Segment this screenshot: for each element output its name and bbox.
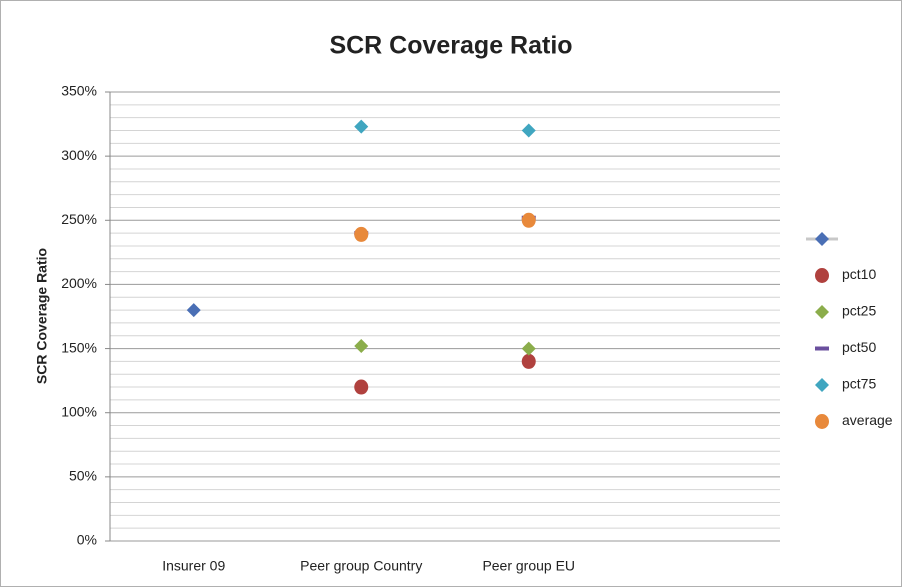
legend-label: pct50 bbox=[842, 339, 876, 355]
y-axis-label: SCR Coverage Ratio bbox=[34, 248, 50, 384]
point bbox=[521, 123, 536, 138]
point bbox=[521, 212, 536, 228]
point bbox=[354, 339, 369, 354]
point bbox=[354, 119, 369, 134]
legend-label: pct75 bbox=[842, 376, 876, 392]
y-tick-label: 350% bbox=[61, 83, 97, 99]
y-tick-label: 300% bbox=[61, 147, 97, 163]
point bbox=[521, 341, 536, 356]
x-tick-label: Peer group EU bbox=[482, 558, 575, 574]
legend-label: average bbox=[842, 412, 893, 428]
legend-marker bbox=[815, 346, 829, 351]
legend-label: pct10 bbox=[842, 266, 876, 282]
y-tick-label: 50% bbox=[69, 468, 97, 484]
legend-marker bbox=[815, 378, 829, 392]
point bbox=[354, 226, 369, 242]
y-tick-label: 0% bbox=[77, 532, 97, 548]
x-tick-label: Peer group Country bbox=[300, 558, 422, 574]
legend-marker bbox=[815, 414, 829, 429]
legend-marker bbox=[815, 305, 829, 319]
legend-marker bbox=[815, 232, 829, 246]
chart-title: SCR Coverage Ratio bbox=[329, 32, 572, 60]
point bbox=[186, 303, 201, 318]
point bbox=[521, 353, 536, 369]
point bbox=[354, 379, 369, 395]
y-tick-label: 250% bbox=[61, 211, 97, 227]
legend-label: pct25 bbox=[842, 303, 876, 319]
y-tick-label: 200% bbox=[61, 275, 97, 291]
y-tick-label: 100% bbox=[61, 403, 97, 419]
x-tick-label: Insurer 09 bbox=[162, 558, 225, 574]
y-tick-label: 150% bbox=[61, 339, 97, 355]
legend-marker bbox=[815, 268, 829, 283]
